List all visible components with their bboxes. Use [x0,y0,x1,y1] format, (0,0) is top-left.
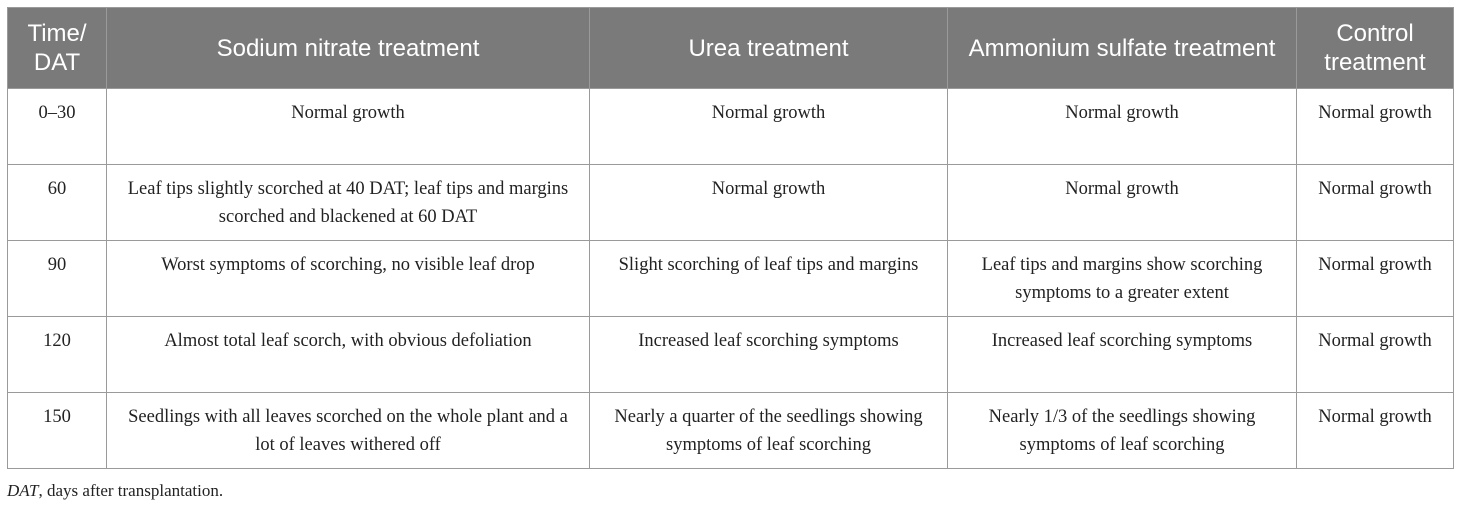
header-control: Control treatment [1296,7,1454,89]
cell-ammonium-sulfate: Normal growth [947,164,1297,241]
cell-ammonium-sulfate: Increased leaf scorching symptoms [947,316,1297,393]
footnote-abbreviation: DAT [7,481,39,500]
cell-control: Normal growth [1296,164,1454,241]
cell-ammonium-sulfate: Leaf tips and margins show scorching sym… [947,240,1297,317]
cell-urea: Increased leaf scorching symptoms [589,316,948,393]
cell-time: 60 [7,164,107,241]
cell-time: 150 [7,392,107,469]
table-row: 90 Worst symptoms of scorching, no visib… [7,240,1454,317]
cell-sodium-nitrate: Almost total leaf scorch, with obvious d… [106,316,590,393]
cell-time: 90 [7,240,107,317]
table-header-row: Time/ DAT Sodium nitrate treatment Urea … [7,7,1454,89]
cell-urea: Slight scorching of leaf tips and margin… [589,240,948,317]
treatment-symptoms-table: Time/ DAT Sodium nitrate treatment Urea … [7,7,1454,469]
table-row: 0–30 Normal growth Normal growth Normal … [7,88,1454,165]
cell-control: Normal growth [1296,240,1454,317]
header-time-dat: Time/ DAT [7,7,107,89]
cell-sodium-nitrate: Normal growth [106,88,590,165]
cell-control: Normal growth [1296,392,1454,469]
cell-control: Normal growth [1296,316,1454,393]
header-ammonium-sulfate: Ammonium sulfate treatment [947,7,1297,89]
cell-urea: Normal growth [589,164,948,241]
cell-control: Normal growth [1296,88,1454,165]
table-row: 120 Almost total leaf scorch, with obvio… [7,316,1454,393]
cell-sodium-nitrate: Leaf tips slightly scorched at 40 DAT; l… [106,164,590,241]
table-footnote: DAT, days after transplantation. [7,480,223,502]
cell-ammonium-sulfate: Nearly 1/3 of the seedlings showing symp… [947,392,1297,469]
cell-urea: Normal growth [589,88,948,165]
cell-urea: Nearly a quarter of the seedlings showin… [589,392,948,469]
footnote-text: , days after transplantation. [38,481,224,500]
data-table-container: Time/ DAT Sodium nitrate treatment Urea … [7,7,1454,469]
header-urea: Urea treatment [589,7,948,89]
table-row: 150 Seedlings with all leaves scorched o… [7,392,1454,469]
cell-time: 120 [7,316,107,393]
cell-sodium-nitrate: Seedlings with all leaves scorched on th… [106,392,590,469]
cell-time: 0–30 [7,88,107,165]
table-row: 60 Leaf tips slightly scorched at 40 DAT… [7,164,1454,241]
cell-ammonium-sulfate: Normal growth [947,88,1297,165]
cell-sodium-nitrate: Worst symptoms of scorching, no visible … [106,240,590,317]
header-sodium-nitrate: Sodium nitrate treatment [106,7,590,89]
